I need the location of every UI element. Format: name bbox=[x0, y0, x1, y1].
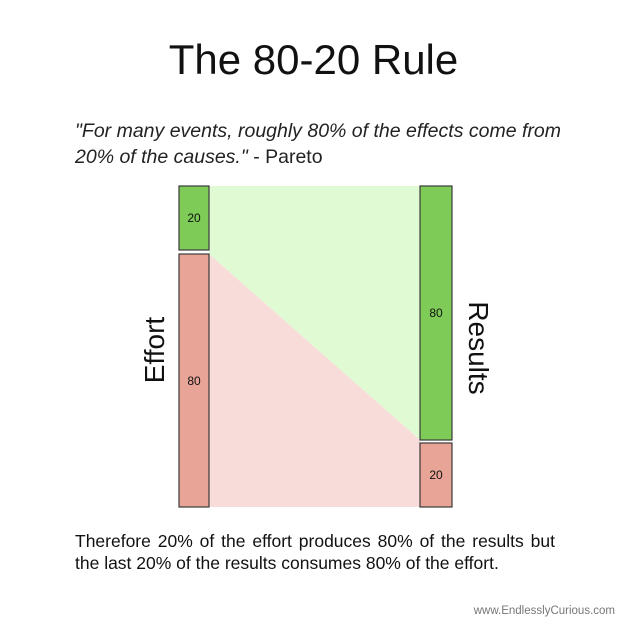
conclusion-text: Therefore 20% of the effort produces 80%… bbox=[75, 531, 555, 573]
effort-bar-80-label: 80 bbox=[187, 374, 201, 388]
effort-bar-80 bbox=[178, 253, 210, 508]
quote-attribution: - Pareto bbox=[247, 146, 323, 168]
results-bar-20 bbox=[419, 442, 453, 508]
results-bar-20-label: 20 bbox=[429, 468, 443, 482]
effort-bar-20 bbox=[178, 185, 210, 251]
red-region bbox=[209, 254, 420, 507]
pareto-quote: "For many events, roughly 80% of the eff… bbox=[75, 118, 575, 170]
page-title: The 80-20 Rule bbox=[168, 36, 459, 83]
effort-axis-label: Effort bbox=[139, 316, 170, 384]
results-bar-80-label: 80 bbox=[429, 306, 443, 320]
effort-bar-20-label: 20 bbox=[187, 211, 201, 225]
results-bar-80 bbox=[419, 185, 453, 441]
site-credit: www.EndlesslyCurious.com bbox=[473, 605, 615, 617]
green-region bbox=[209, 186, 420, 440]
quote-text: "For many events, roughly 80% of the eff… bbox=[75, 120, 561, 168]
results-axis-label: Results bbox=[463, 301, 494, 395]
